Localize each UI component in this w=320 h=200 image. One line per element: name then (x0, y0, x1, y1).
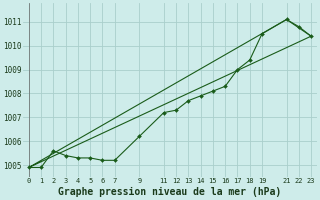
X-axis label: Graphe pression niveau de la mer (hPa): Graphe pression niveau de la mer (hPa) (58, 187, 282, 197)
